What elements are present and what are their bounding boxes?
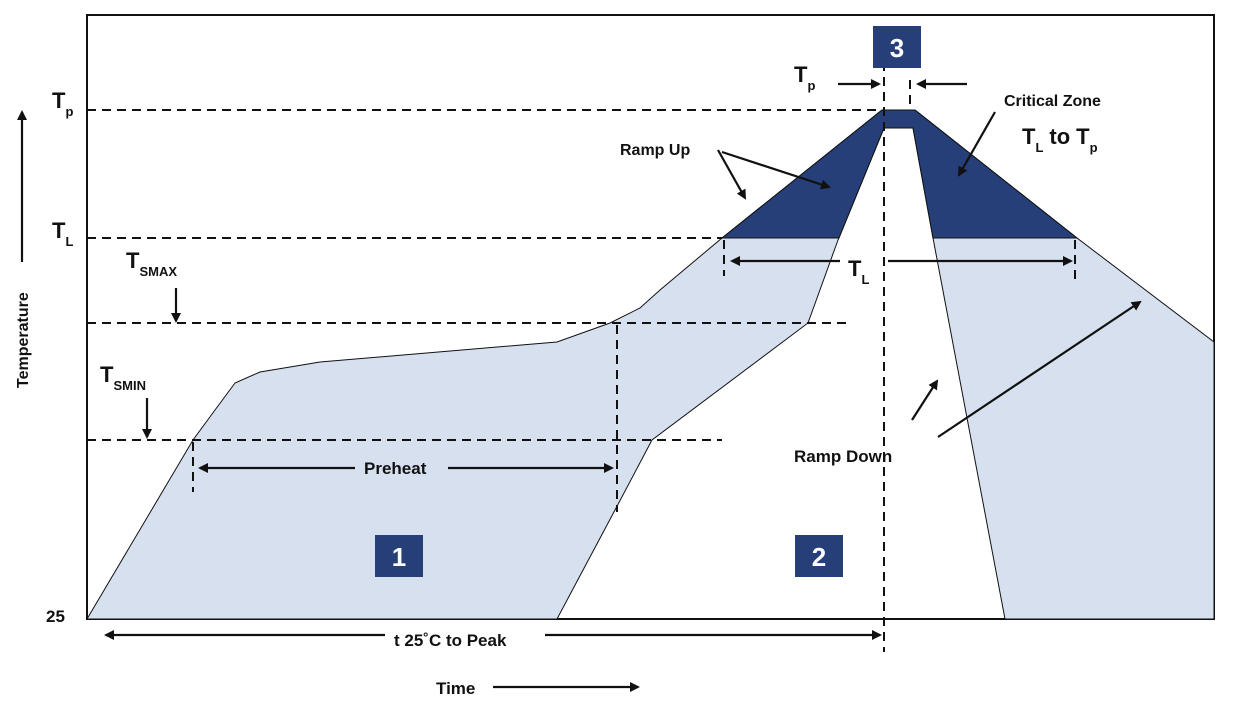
critical-zone-label: Critical Zone [1004, 93, 1101, 110]
critical-zone-arrow [958, 111, 996, 177]
zone-badge-2: 2 [795, 535, 843, 577]
t25-to-peak-label: t 25˚C to Peak [394, 631, 507, 650]
tp-label: Tp [52, 88, 73, 119]
base-temp-label: 25 [46, 607, 65, 626]
time-axis-label: Time [436, 679, 475, 698]
svg-text:1: 1 [392, 542, 406, 572]
ramp-up-arrow-2 [721, 150, 831, 190]
svg-text:3: 3 [890, 33, 904, 63]
tsmax-label: TSMAX [126, 248, 177, 279]
temperature-axis-label: Temperature [15, 292, 32, 388]
preheat-label: Preheat [364, 459, 427, 478]
critical-zone-fill [720, 109, 1079, 239]
tl-label: TL [52, 218, 73, 249]
tsmin-label: TSMIN [100, 362, 146, 393]
ramp-down-arrow-1 [911, 379, 939, 421]
tl-span-label: TL [848, 256, 869, 287]
ramp-down-arrow-2 [937, 300, 1142, 438]
plot-frame [86, 14, 1215, 620]
ramp-down-label: Ramp Down [794, 447, 892, 466]
zone-badge-1: 1 [375, 535, 423, 577]
critical-range-label: TL to Tp [1022, 124, 1098, 155]
tp-top-label: Tp [794, 62, 815, 93]
zone-badge-3: 3 [873, 26, 921, 68]
ramp-up-label: Ramp Up [620, 142, 690, 159]
svg-text:2: 2 [812, 542, 826, 572]
ramp-up-arrow-1 [717, 149, 746, 200]
